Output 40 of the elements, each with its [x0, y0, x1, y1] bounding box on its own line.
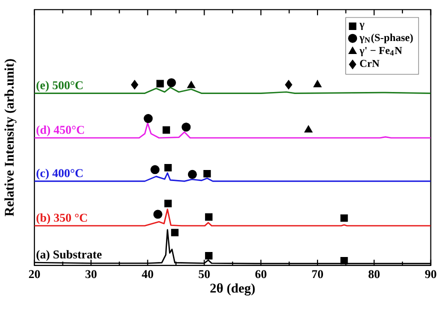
point [188, 170, 197, 179]
point [340, 256, 348, 264]
point [164, 164, 172, 172]
x-tick-label: 90 [425, 270, 436, 278]
point [182, 122, 191, 132]
series-label: (d) 450°C [36, 125, 84, 136]
point [171, 228, 179, 236]
point [156, 80, 164, 88]
point [162, 126, 170, 134]
point [205, 252, 213, 260]
series-label: (b) 350 °C [36, 213, 87, 224]
point [166, 78, 176, 88]
x-tick-label: 50 [198, 270, 210, 278]
x-axis-title: 2θ (deg) [210, 283, 255, 296]
point [187, 80, 196, 88]
legend-label: γ' − Fe$_{4}$N [359, 46, 402, 56]
point [164, 200, 172, 208]
legend-label: γ$_{N}$(S-phase) [359, 34, 413, 44]
x-tick-label: 30 [86, 270, 97, 278]
x-tick-label: 40 [142, 270, 154, 278]
legend-label: γ [359, 22, 364, 30]
y-axis-title: Relative Intensity (arb.unit) [4, 59, 16, 216]
x-tick-label: 80 [368, 270, 380, 278]
point [153, 210, 162, 219]
x-tick-label: 60 [255, 270, 266, 278]
point [150, 165, 160, 174]
x-tick-label: 70 [312, 270, 324, 278]
point [304, 125, 313, 132]
x-tick-label: 20 [28, 270, 40, 278]
point [205, 213, 213, 221]
point [313, 80, 322, 88]
legend-label: (a) Substrate [36, 250, 102, 261]
point [284, 80, 292, 90]
series-label: (c) 400°C [36, 168, 83, 180]
point [340, 214, 348, 222]
series-label: (e) 500°C [36, 80, 83, 92]
legend-label: CrN [360, 60, 380, 67]
point [144, 114, 153, 123]
point [203, 170, 211, 178]
point [130, 80, 138, 90]
